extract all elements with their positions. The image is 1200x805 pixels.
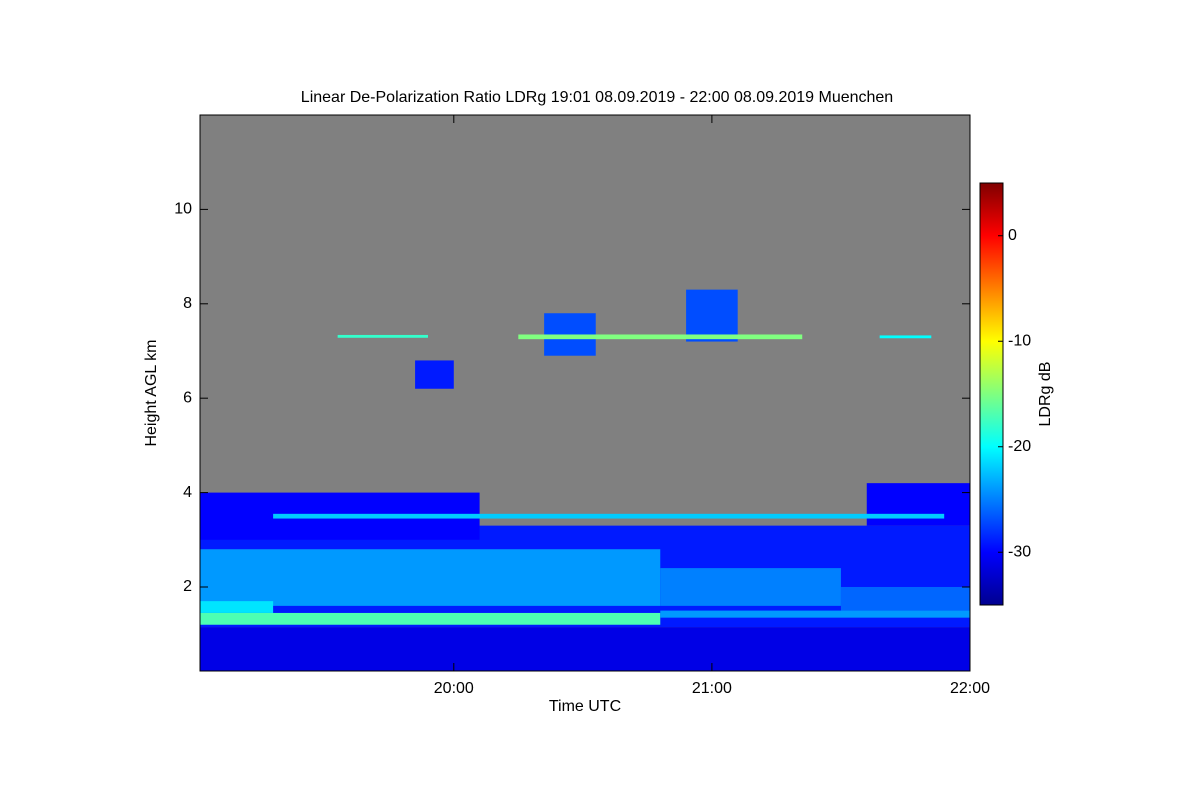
heatmap-cell [686,289,738,342]
plot-frame [199,114,971,672]
y-tick-label: 4 [183,484,192,501]
heatmap-cell [337,334,428,338]
colorbar-tick-label: -20 [1008,438,1031,455]
x-tick-label: 20:00 [434,680,474,697]
heatmap-cell [200,601,274,613]
colorbar-tick-label: 0 [1008,227,1017,244]
heatmap-cell [660,568,841,606]
heatmap-cell [879,335,932,339]
colorbar [979,182,1004,606]
colorbar-tick-label: -10 [1008,332,1031,349]
heatmap-cell [415,360,454,389]
heatmap-cell [866,483,970,526]
y-axis-label: Height AGL km [143,339,160,446]
heatmap-cell [840,586,970,611]
heatmap-cell [200,549,661,606]
y-tick-label: 6 [183,389,192,406]
x-tick-label: 21:00 [692,680,732,697]
chart-title: Linear De-Polarization Ratio LDRg 19:01 … [301,89,893,106]
y-tick-label: 8 [183,295,192,312]
heatmap-cell [518,334,803,340]
y-tick-label: 10 [174,201,192,218]
x-tick-label: 22:00 [950,680,990,697]
heatmap-cell [660,610,970,618]
y-tick-label: 2 [183,578,192,595]
heatmap-cell [200,612,661,625]
heatmap-cell [200,627,970,671]
colorbar-label: LDRg dB [1037,362,1054,427]
colorbar-tick-label: -30 [1008,543,1031,560]
heatmap-cell [273,513,945,519]
x-axis-label: Time UTC [549,698,621,715]
